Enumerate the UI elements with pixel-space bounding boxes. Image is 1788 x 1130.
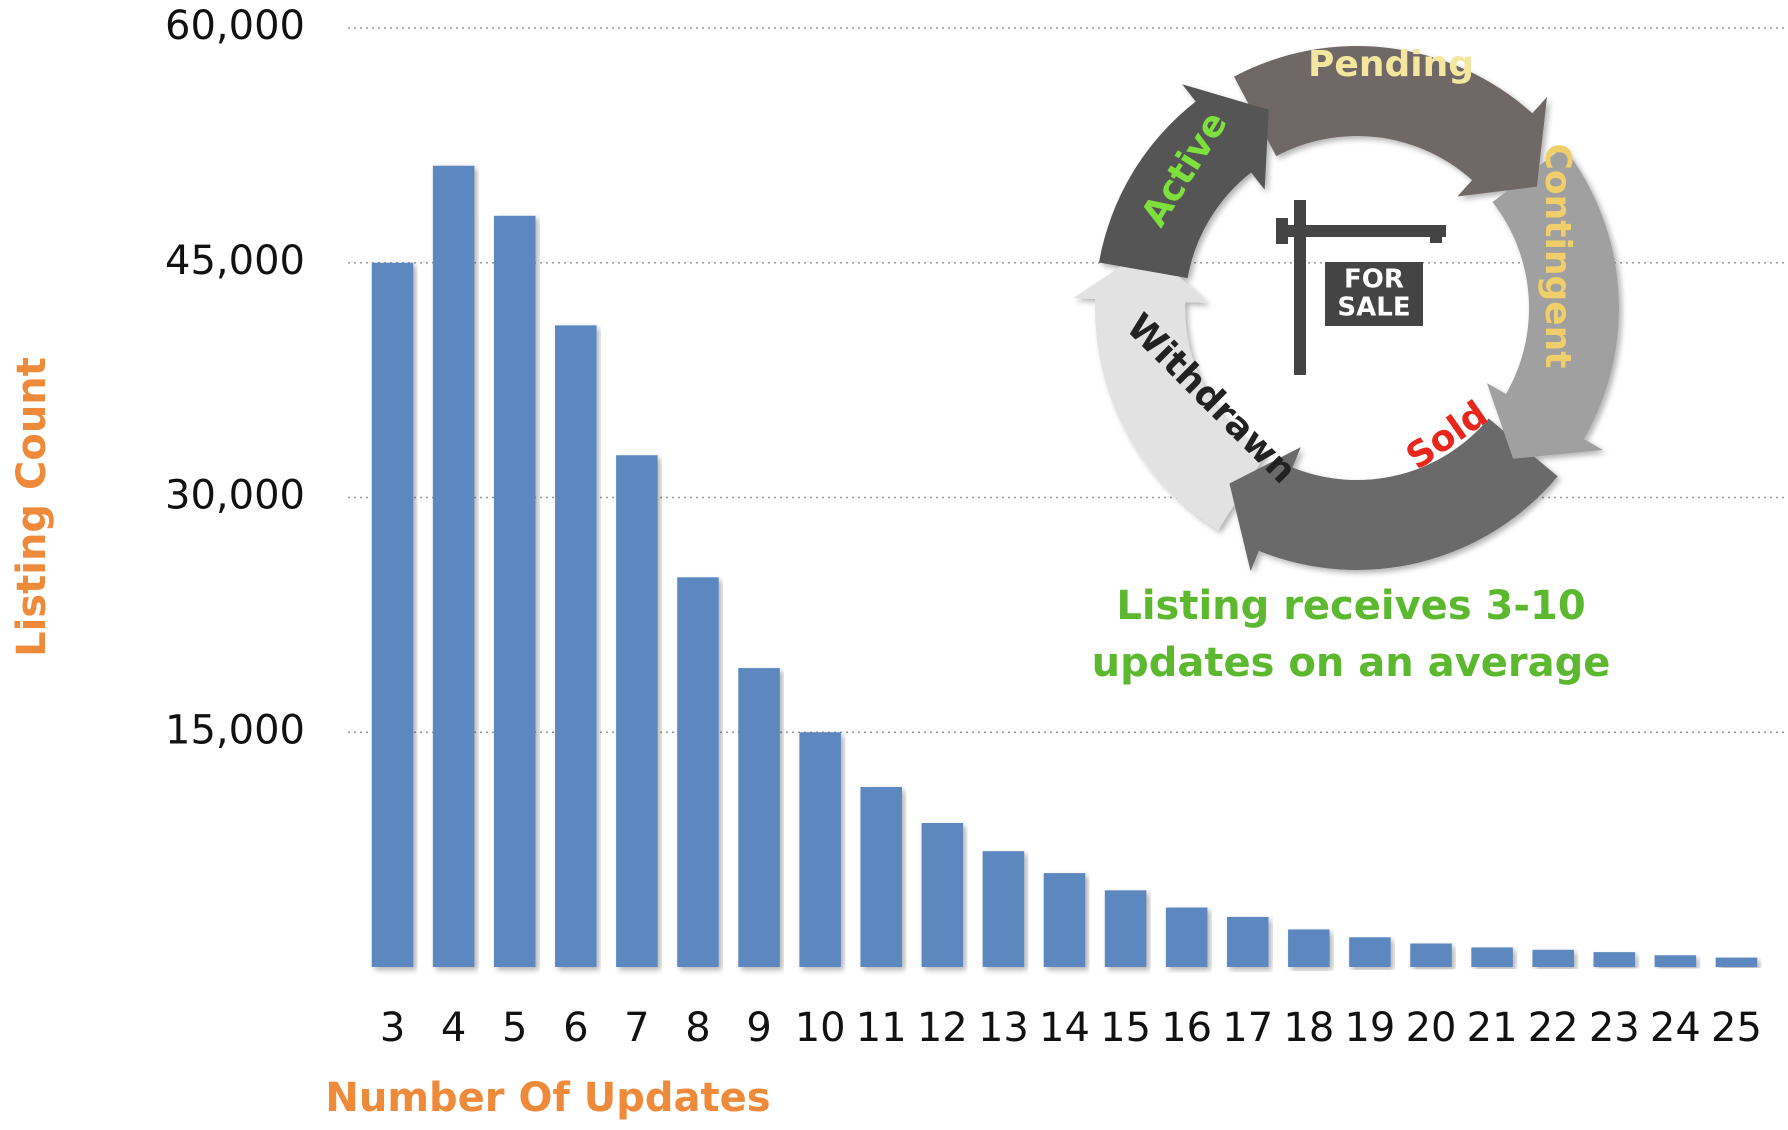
x-tick-label: 11 [856,1005,907,1051]
bar [1410,943,1452,967]
cycle-diagram [1073,45,1619,572]
bar [860,787,903,967]
x-axis-title: Number Of Updates [325,1075,770,1121]
bar [799,732,841,967]
x-tick-label: 7 [624,1005,649,1051]
x-tick-label: 19 [1344,1005,1395,1051]
bar [1532,949,1574,967]
x-tick-label: 15 [1100,1005,1151,1051]
cycle-segment [1233,45,1548,197]
x-tick-label: 12 [917,1005,968,1051]
x-tick-label: 9 [746,1005,771,1051]
bar [1165,907,1208,967]
x-tick-label: 21 [1467,1005,1518,1051]
bar [1288,929,1330,967]
bar [1349,937,1391,967]
bar [371,262,414,967]
sign-text: SALE [1337,293,1410,323]
bar [1654,955,1697,967]
x-tick-label: 24 [1650,1005,1701,1051]
x-tick-label: 6 [563,1005,588,1051]
bar [1226,916,1269,967]
annotation: Listing receives 3-10 [1116,583,1585,629]
y-tick-label: 45,000 [165,238,305,284]
y-tick-label: 15,000 [165,707,305,753]
x-tick-label: 10 [795,1005,846,1051]
bar [982,851,1025,967]
cycle-segment [1098,84,1269,279]
x-tick-label: 18 [1283,1005,1334,1051]
bar [738,668,780,967]
sign-text: FOR [1344,265,1404,295]
bar [1104,890,1147,967]
cycle-segment [1229,418,1558,572]
y-tick-label: 30,000 [165,473,305,519]
x-tick-label: 17 [1222,1005,1273,1051]
annotation: updates on an average [1092,640,1611,686]
bar [432,165,475,968]
bar [921,823,964,967]
y-axis-title: Listing Count [9,357,55,657]
cycle-segment [1073,248,1266,531]
x-tick-label: 14 [1039,1005,1090,1051]
bar [555,325,597,968]
x-tick-label: 13 [978,1005,1029,1051]
x-tick-label: 22 [1528,1005,1579,1051]
cycle-label: Pending [1308,44,1474,85]
bar [1715,957,1758,967]
bar [1471,947,1513,967]
cycle-segment [1486,146,1619,459]
x-tick-label: 3 [380,1005,405,1051]
cycle-label: Contingent [1537,144,1578,369]
x-tick-label: 25 [1711,1005,1762,1051]
for-sale-sign [1276,200,1446,375]
y-tick-label: 60,000 [165,3,305,49]
bar [677,577,719,967]
x-tick-label: 4 [441,1005,466,1051]
bar [493,215,536,968]
bar [1043,873,1086,967]
x-tick-label: 5 [502,1005,527,1051]
x-tick-label: 20 [1406,1005,1457,1051]
x-tick-label: 16 [1161,1005,1212,1051]
x-tick-label: 23 [1589,1005,1640,1051]
bar [616,455,658,967]
x-tick-label: 8 [685,1005,710,1051]
bar [1593,952,1636,967]
